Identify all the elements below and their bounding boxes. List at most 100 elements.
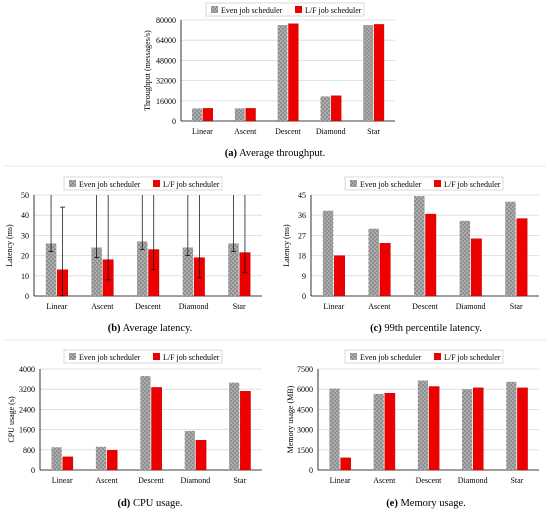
bar-even-star — [506, 381, 517, 470]
legend-swatch-lf — [295, 6, 302, 13]
chart-panel-a: 0 16000 32000 48000 64000 80000 Throughput (me… — [143, 2, 395, 159]
x-tick-label: Ascent — [368, 302, 391, 311]
y-tick-label: 18 — [298, 252, 306, 261]
y-tick-label: 4000 — [19, 365, 35, 374]
y-tick-label: 0 — [302, 292, 306, 301]
bar-lf-linear — [334, 255, 345, 297]
y-tick-label: 20 — [21, 252, 29, 261]
legend-swatch-lf — [153, 353, 160, 360]
bar-even-diamond — [184, 430, 195, 470]
y-tick-label: 3000 — [297, 426, 313, 435]
y-tick-label: 10 — [21, 272, 29, 281]
legend — [63, 176, 223, 191]
bar-lf-ascent — [379, 243, 391, 297]
bar-lf-ascent — [384, 393, 396, 471]
y-tick-label: 48000 — [156, 56, 176, 65]
y-tick-label: 36 — [298, 211, 306, 220]
bar-lf-star — [517, 387, 528, 471]
legend-label-lf: L/F job scheduler — [163, 180, 220, 189]
legend-label-lf: L/F job scheduler — [444, 353, 501, 362]
y-tick-label: 1600 — [19, 426, 35, 435]
x-tick-label: Descent — [275, 127, 302, 136]
legend-swatch-even — [211, 6, 218, 13]
legend — [205, 2, 365, 17]
bar-lf-diamond — [470, 238, 482, 297]
bar-even-diamond — [459, 220, 471, 296]
y-tick-label: 16000 — [156, 97, 176, 106]
bar-lf-linear — [202, 108, 213, 122]
y-tick-label: 3200 — [19, 385, 35, 394]
bar-even-diamond — [462, 389, 473, 470]
y-tick-label: 40 — [21, 211, 29, 220]
bar-even-star — [228, 243, 239, 296]
x-tick-label: Descent — [135, 302, 162, 311]
bar-even-ascent — [95, 446, 107, 470]
legend-label-even: Even job scheduler — [360, 180, 422, 189]
y-tick-label: 30 — [21, 231, 29, 240]
bar-lf-diamond — [331, 95, 342, 122]
bar-even-ascent — [373, 393, 384, 470]
chart-panel-d: 0 800 1600 2400 3200 4000 CPU usage (s) Linear A… — [7, 349, 262, 509]
bar-even-linear — [192, 108, 202, 121]
y-axis-label: Latency (ms) — [5, 224, 14, 267]
x-tick-label: Ascent — [234, 127, 257, 136]
bar-even-diamond — [320, 96, 331, 121]
panel-caption: (e) Memory usage. — [386, 498, 466, 509]
x-tick-label: Ascent — [95, 476, 118, 485]
x-tick-label: Star — [233, 302, 246, 311]
x-tick-label: Linear — [330, 476, 351, 485]
y-tick-label: 64000 — [156, 36, 176, 45]
bar-even-star — [363, 25, 374, 121]
y-tick-label: 50 — [21, 191, 29, 200]
x-tick-label: Diamond — [458, 476, 488, 485]
x-tick-label: Linear — [52, 476, 73, 485]
bar-even-descent — [414, 196, 425, 296]
legend-label-even: Even job scheduler — [79, 180, 141, 189]
bar-even-descent — [417, 380, 428, 470]
panel-caption: (b) Average latency. — [108, 323, 193, 334]
bar-even-descent — [140, 376, 151, 470]
legend — [344, 176, 504, 191]
bar-even-ascent — [234, 108, 245, 121]
y-tick-label: 2400 — [19, 405, 35, 414]
x-tick-label: Star — [510, 476, 523, 485]
y-tick-label: 6000 — [297, 385, 313, 394]
y-axis-label: Latency (ms) — [282, 224, 291, 267]
legend-label-even: Even job scheduler — [360, 353, 422, 362]
legend — [344, 349, 504, 364]
bar-even-linear — [322, 210, 334, 296]
chart-panel-b: 0 10 20 30 40 50 Latency (ms) Linear Ascent Desce… — [5, 176, 262, 334]
bar-lf-star — [240, 391, 251, 471]
panel-caption: (d) CPU usage. — [117, 498, 182, 509]
bar-lf-descent — [151, 387, 162, 471]
y-tick-label: 32000 — [156, 77, 176, 86]
bar-even-ascent — [91, 247, 102, 296]
chart-panel-e: 0 1500 3000 4500 6000 7500 Memory usage (MB) Li… — [286, 349, 539, 509]
legend-swatch-even — [350, 353, 357, 360]
x-tick-label: Descent — [416, 476, 443, 485]
legend — [63, 349, 223, 364]
bar-lf-star — [516, 218, 528, 297]
x-tick-label: Star — [367, 127, 380, 136]
y-tick-label: 0 — [31, 466, 35, 475]
y-tick-label: 7500 — [297, 365, 313, 374]
legend-label-lf: L/F job scheduler — [305, 6, 362, 15]
x-tick-label: Star — [510, 302, 523, 311]
panel-caption: (c) 99th percentile latency. — [370, 323, 482, 334]
bar-even-descent — [277, 25, 288, 121]
x-tick-label: Linear — [192, 127, 213, 136]
y-tick-label: 0 — [25, 292, 29, 301]
y-tick-label: 9 — [302, 272, 306, 281]
bar-even-linear — [329, 388, 340, 470]
bar-even-diamond — [182, 247, 194, 296]
y-tick-label: 1500 — [297, 446, 313, 455]
bar-lf-diamond — [195, 440, 207, 471]
bar-lf-descent — [428, 386, 440, 471]
x-tick-label: Star — [233, 476, 246, 485]
bar-lf-ascent — [106, 450, 118, 471]
y-tick-label: 0 — [309, 466, 313, 475]
chart-panel-c: 0 9 18 27 36 45 Latency (ms) Linear Ascent Descen… — [282, 176, 539, 334]
x-tick-label: Diamond — [181, 476, 211, 485]
x-tick-label: Descent — [138, 476, 165, 485]
bar-even-linear — [45, 243, 57, 296]
